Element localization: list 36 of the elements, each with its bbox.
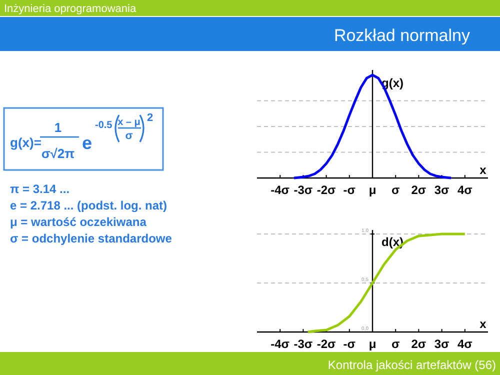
x-axis-title: x <box>480 163 487 177</box>
x-tick-label: 3σ <box>434 183 450 197</box>
x-tick-label: σ <box>391 183 400 197</box>
text: g(x)= <box>10 135 42 150</box>
x-tick-label: -σ <box>343 337 356 351</box>
x-tick-label: -3σ <box>294 183 313 197</box>
text: e = 2.718 ... (podst. log. nat) <box>10 198 168 212</box>
x-tick-label: 4σ <box>457 337 472 351</box>
text: 2 <box>147 112 154 124</box>
text: σ <box>125 130 134 142</box>
text: σ√2π <box>41 146 75 161</box>
x-tick-label: 2σ <box>411 337 426 351</box>
x-tick-label: -4σ <box>270 183 290 197</box>
x-axis-title: x <box>480 317 487 331</box>
x-tick-label: μ <box>368 337 376 351</box>
text: π = 3.14 ... <box>10 182 70 196</box>
x-tick-label: 2σ <box>411 183 426 197</box>
text: -0.5 <box>95 120 113 131</box>
text: x – μ <box>118 117 140 128</box>
text: Kontrola jakości artefaktów (56) <box>328 358 496 372</box>
x-tick-label: 3σ <box>434 337 450 351</box>
text: 1 <box>54 120 62 135</box>
x-tick-label: -σ <box>343 183 356 197</box>
x-tick-label: -2σ <box>316 183 336 197</box>
x-tick-label: μ <box>368 183 376 197</box>
text: σ = odchylenie standardowe <box>10 232 172 246</box>
x-tick-label: -4σ <box>270 337 290 351</box>
text: e <box>82 133 92 153</box>
x-tick-label: -2σ <box>316 337 336 351</box>
x-tick-label: 4σ <box>457 183 472 197</box>
text: Inżynieria oprogramowania <box>4 3 137 15</box>
x-tick-label: σ <box>391 337 400 351</box>
x-tick-label: -3σ <box>294 337 313 351</box>
text: Rozkład normalny <box>334 26 470 45</box>
line-series <box>306 232 466 334</box>
text: μ = wartość oczekiwana <box>10 215 147 229</box>
